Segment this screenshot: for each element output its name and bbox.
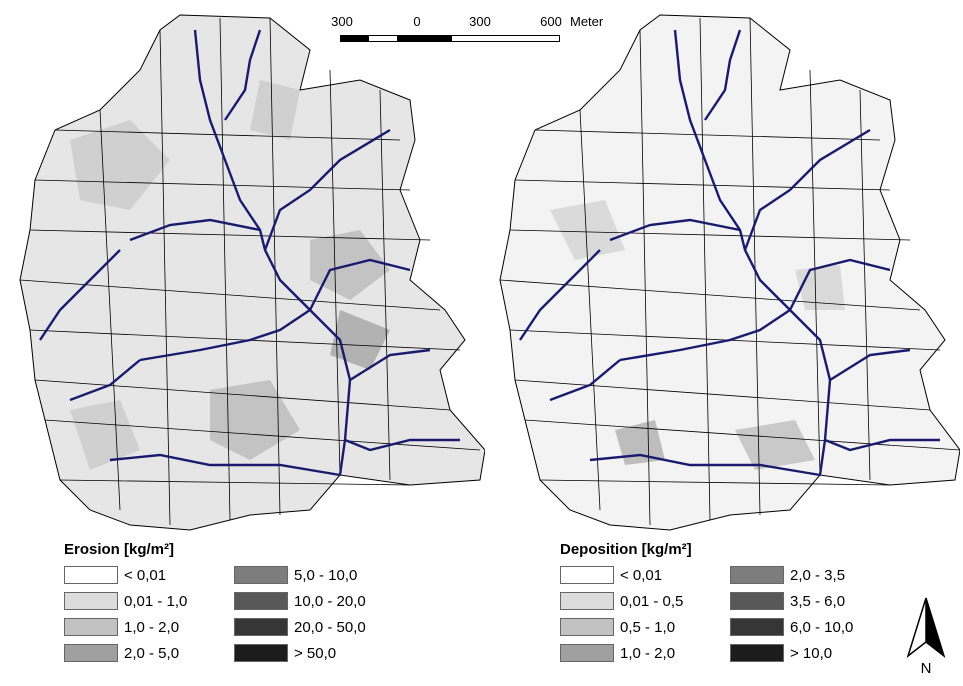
legend-label: 5,0 - 10,0	[294, 566, 358, 584]
legend-swatch	[234, 592, 288, 610]
legend-label: < 0,01	[620, 566, 663, 584]
scale-seg	[341, 36, 369, 41]
erosion-shading	[19, 14, 485, 531]
legend-item: 2,0 - 3,5	[730, 562, 880, 588]
legend-item: > 10,0	[730, 640, 880, 666]
north-label: N	[920, 660, 932, 677]
legend-label: < 0,01	[124, 566, 167, 584]
legend-swatch	[560, 592, 614, 610]
legend-item: 0,01 - 0,5	[560, 588, 730, 614]
legend-label: 1,0 - 2,0	[620, 644, 676, 662]
erosion-map-canvas	[19, 14, 485, 531]
legend-item: 1,0 - 2,0	[560, 640, 730, 666]
scale-label-300-right: 300	[469, 14, 491, 29]
scale-bar-segments	[340, 35, 560, 42]
legend-label: 1,0 - 2,0	[124, 618, 180, 636]
legend-swatch	[64, 618, 118, 636]
legend-swatch	[234, 566, 288, 584]
legend-swatch	[730, 592, 784, 610]
deposition-shading	[499, 14, 960, 531]
legend-swatch	[730, 644, 784, 662]
legend-swatch	[730, 618, 784, 636]
deposition-legend-title: Deposition [kg/m²]	[560, 541, 692, 558]
legend-item: 3,5 - 6,0	[730, 588, 880, 614]
legend-swatch	[560, 644, 614, 662]
legend-label: 0,5 - 1,0	[620, 618, 676, 636]
legend-item: 0,01 - 1,0	[64, 588, 234, 614]
legend-swatch	[730, 566, 784, 584]
scale-seg	[368, 36, 398, 41]
legend-item: 20,0 - 50,0	[234, 614, 384, 640]
legend-item: 10,0 - 20,0	[234, 588, 384, 614]
legend-item: > 50,0	[234, 640, 384, 666]
scale-bar: 300 0 300 600 Meter	[330, 14, 630, 54]
scale-unit: Meter	[570, 14, 604, 29]
legend-item: < 0,01	[560, 562, 730, 588]
legend-item: 2,0 - 5,0	[64, 640, 234, 666]
scale-seg	[451, 36, 559, 41]
legend-swatch	[234, 644, 288, 662]
north-arrow: N	[904, 596, 948, 678]
scale-label-300-left: 300	[331, 14, 353, 29]
legend-label: > 50,0	[294, 644, 337, 662]
erosion-legend-grid: < 0,01 0,01 - 1,0 1,0 - 2,0 2,0 - 5,0 5,…	[64, 562, 384, 666]
legend-swatch	[64, 644, 118, 662]
legend-swatch	[560, 566, 614, 584]
legend-swatch	[560, 618, 614, 636]
legend-swatch	[234, 618, 288, 636]
legend-label: 20,0 - 50,0	[294, 618, 366, 636]
legend-label: 6,0 - 10,0	[790, 618, 854, 636]
scale-seg	[397, 36, 452, 41]
legend-label: 2,0 - 5,0	[124, 644, 180, 662]
scale-label-0: 0	[413, 14, 421, 29]
legend-label: 10,0 - 20,0	[294, 592, 366, 610]
north-arrow-icon	[906, 597, 946, 658]
legend-item: < 0,01	[64, 562, 234, 588]
legend-item: 5,0 - 10,0	[234, 562, 384, 588]
legend-label: 2,0 - 3,5	[790, 566, 846, 584]
legend-swatch	[64, 592, 118, 610]
erosion-stream-network	[39, 29, 460, 477]
deposition-legend-grid: < 0,01 0,01 - 0,5 0,5 - 1,0 1,0 - 2,0 2,…	[560, 562, 880, 666]
legend-item: 0,5 - 1,0	[560, 614, 730, 640]
erosion-map	[10, 10, 485, 535]
erosion-legend: Erosion [kg/m²] < 0,01 0,01 - 1,0 1,0 - …	[64, 541, 384, 666]
deposition-map-canvas	[499, 14, 960, 531]
legend-label: 0,01 - 1,0	[124, 592, 188, 610]
legend-label: 3,5 - 6,0	[790, 592, 846, 610]
deposition-stream-network	[519, 29, 940, 477]
scale-label-600: 600	[540, 14, 562, 29]
deposition-legend: Deposition [kg/m²] < 0,01 0,01 - 0,5 0,5…	[560, 541, 880, 666]
erosion-legend-title: Erosion [kg/m²]	[64, 541, 175, 558]
legend-label: > 10,0	[790, 644, 833, 662]
legend-item: 6,0 - 10,0	[730, 614, 880, 640]
deposition-map	[495, 10, 960, 535]
legend-item: 1,0 - 2,0	[64, 614, 234, 640]
legend-swatch	[64, 566, 118, 584]
legend-label: 0,01 - 0,5	[620, 592, 684, 610]
